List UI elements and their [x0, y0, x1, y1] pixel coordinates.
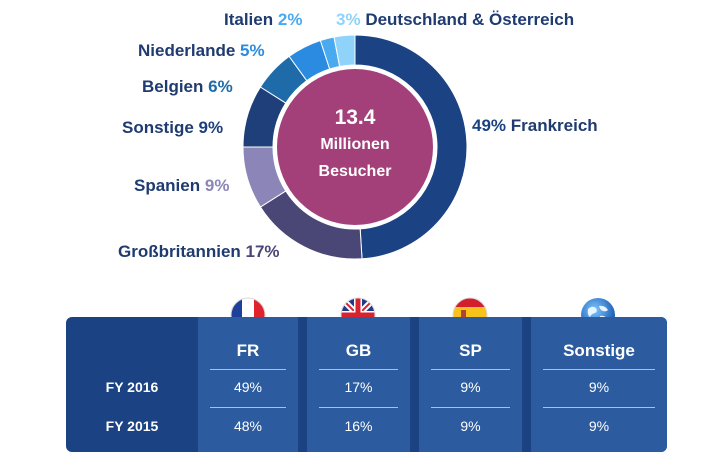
row-label-fy2016: FY 2016 — [105, 379, 159, 395]
donut-chart: 13.4 Millionen Besucher Italien 2% 3% De… — [118, 10, 598, 262]
cell-sp-fy2015: 9% — [460, 418, 481, 434]
comparison-table: FY 2016 FY 2015 FR 49% 48% GB 17% 16% SP… — [66, 317, 667, 452]
label-spanien-pct: 9% — [204, 176, 230, 195]
column-header-sonstige: Sonstige — [563, 341, 635, 360]
center-line1: Millionen — [320, 136, 390, 153]
cell-sp-fy2016: 9% — [460, 379, 481, 395]
label-grossbritannien: Großbritannien 17% — [118, 242, 280, 262]
label-sonstige-pct: 9% — [198, 118, 224, 137]
column-sonstige: Sonstige 9% 9% — [531, 317, 667, 452]
column-header-fr: FR — [236, 341, 260, 360]
donut-center — [277, 69, 433, 225]
label-niederlande-pct: 5% — [240, 41, 265, 60]
center-label: 13.4 Millionen Besucher — [300, 104, 410, 185]
center-value: 13.4 — [334, 106, 376, 129]
column-gb: GB 17% 16% — [307, 317, 410, 452]
label-niederlande: Niederlande 5% — [138, 41, 265, 61]
divider — [319, 369, 398, 370]
label-frankreich: 49% Frankreich — [472, 116, 598, 136]
label-deutschland-pct: 3% — [336, 10, 361, 29]
label-niederlande-name: Niederlande — [138, 41, 236, 60]
cell-fr-fy2016: 49% — [233, 379, 263, 395]
label-spanien: Spanien 9% — [134, 176, 229, 196]
label-sonstige-name: Sonstige — [122, 118, 194, 137]
label-italien-name: Italien — [224, 10, 274, 29]
label-frankreich-pct: 49% — [472, 116, 507, 135]
label-italien: Italien 2% — [224, 10, 302, 30]
cell-sonstige-fy2015: 9% — [588, 418, 610, 434]
label-deutschland-name: Deutschland & Österreich — [365, 10, 575, 29]
donut-slice-frankreich — [354, 34, 468, 260]
cell-sonstige-fy2016: 9% — [588, 379, 610, 395]
center-line2: Besucher — [318, 163, 392, 180]
label-deutschland: 3% Deutschland & Österreich — [336, 10, 574, 30]
column-header-sp: SP — [459, 341, 482, 360]
label-frankreich-name: Frankreich — [510, 116, 598, 135]
label-italien-pct: 2% — [277, 10, 303, 29]
column-header-gb: GB — [345, 341, 372, 360]
cell-gb-fy2015: 16% — [344, 418, 373, 434]
cell-gb-fy2016: 17% — [344, 379, 373, 395]
divider — [210, 369, 286, 370]
divider — [543, 407, 655, 408]
label-grossbritannien-pct: 17% — [245, 242, 280, 261]
donut-svg — [242, 34, 468, 260]
label-belgien-pct: 6% — [208, 77, 233, 96]
label-spanien-name: Spanien — [134, 176, 201, 195]
cell-fr-fy2015: 48% — [233, 418, 263, 434]
label-belgien-name: Belgien — [142, 77, 204, 96]
label-grossbritannien-name: Großbritannien — [118, 242, 241, 261]
column-fr: FR 49% 48% — [198, 317, 298, 452]
divider — [431, 407, 510, 408]
divider — [319, 407, 398, 408]
row-label-fy2015: FY 2015 — [105, 418, 159, 434]
divider — [543, 369, 655, 370]
label-belgien: Belgien 6% — [142, 77, 233, 97]
donut-slice-deutschland-österreich — [333, 34, 356, 68]
label-sonstige: Sonstige 9% — [122, 118, 223, 138]
divider — [431, 369, 510, 370]
divider — [210, 407, 286, 408]
column-sp: SP 9% 9% — [419, 317, 522, 452]
